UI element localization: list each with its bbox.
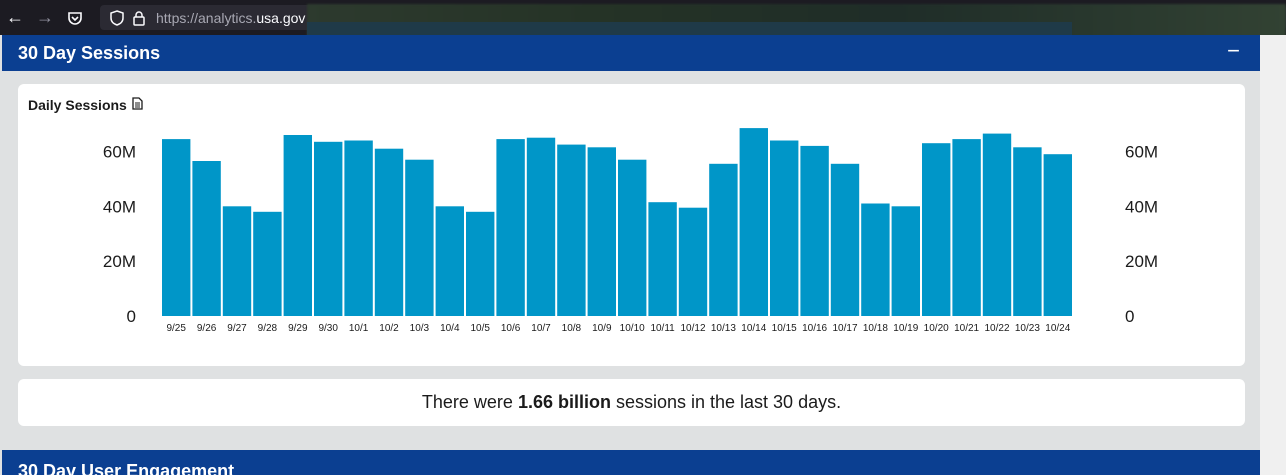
bar-9/30[interactable] — [314, 141, 343, 316]
page-gutter — [1260, 35, 1286, 475]
summary-after: sessions in the last 30 days. — [615, 392, 842, 412]
x-tick-label: 10/10 — [620, 323, 645, 334]
x-tick-label: 9/25 — [166, 323, 186, 334]
x-tick-label: 10/18 — [863, 323, 888, 334]
redacted-region-lower — [307, 22, 1072, 38]
section-title: 30 Day Sessions — [18, 42, 161, 63]
user-engagement-section-header[interactable]: 30 Day User Engagement — [2, 450, 1260, 475]
sessions-section: 30 Day Sessions − Daily Sessions 9/25 9/2… — [2, 35, 1260, 442]
bar-10/24[interactable] — [1043, 154, 1072, 316]
url-text[interactable]: https://analytics.usa.gov — [156, 10, 305, 26]
bar-10/17[interactable] — [830, 163, 860, 316]
summary-value: 1.66 billion — [517, 392, 611, 412]
section-header[interactable]: 30 Day Sessions − — [2, 35, 1260, 71]
bar-10/3[interactable] — [405, 159, 434, 316]
forward-icon[interactable]: → — [36, 7, 54, 27]
card-title: Daily Sessions — [28, 97, 143, 113]
x-tick-label: 10/11 — [650, 323, 675, 334]
bar-10/22[interactable] — [982, 133, 1012, 316]
x-tick-label: 10/1 — [349, 323, 369, 334]
x-tick-label: 10/14 — [741, 323, 766, 334]
document-icon[interactable] — [132, 97, 143, 113]
bar-10/10[interactable] — [618, 159, 647, 316]
x-tick-label: 10/22 — [984, 323, 1009, 334]
x-tick-label: 10/24 — [1045, 323, 1070, 334]
x-tick-label: 9/27 — [227, 323, 247, 334]
x-tick-label: 10/23 — [1015, 323, 1040, 334]
x-tick-label: 9/30 — [318, 323, 338, 334]
bar-9/27[interactable] — [222, 206, 252, 316]
x-tick-label: 10/9 — [592, 323, 612, 334]
y-tick-label-right: 40M — [1125, 197, 1158, 216]
y-tick-label-right: 20M — [1125, 252, 1158, 271]
bar-9/28[interactable] — [253, 211, 282, 316]
bar-10/4[interactable] — [435, 206, 464, 316]
bar-9/25[interactable] — [162, 139, 191, 316]
bar-10/13[interactable] — [709, 163, 738, 316]
x-tick-label: 10/20 — [924, 323, 949, 334]
bar-10/12[interactable] — [678, 207, 708, 316]
x-tick-label: 10/19 — [893, 323, 918, 334]
bar-10/21[interactable] — [952, 139, 981, 316]
y-tick-label-left: 0 — [127, 307, 136, 326]
y-tick-label-right: 60M — [1125, 142, 1158, 161]
x-tick-label: 10/8 — [562, 323, 582, 334]
lock-icon[interactable] — [130, 9, 148, 27]
y-tick-label-left: 60M — [103, 142, 136, 161]
bar-10/5[interactable] — [466, 211, 495, 316]
x-tick-label: 10/17 — [832, 323, 857, 334]
bar-10/2[interactable] — [374, 148, 404, 316]
sessions-summary: There were 1.66 billion sessions in the … — [18, 379, 1245, 426]
url-prefix: https://analytics. — [156, 9, 257, 26]
back-icon[interactable]: ← — [6, 7, 24, 27]
daily-sessions-chart: 9/25 9/26 9/27 9/28 9/29 9/30 10/1 10/2 10/3 10/4… — [103, 128, 1158, 334]
x-tick-label: 10/12 — [680, 323, 705, 334]
bar-10/14[interactable] — [739, 128, 768, 316]
collapse-icon[interactable]: − — [1227, 38, 1240, 63]
x-tick-label: 9/28 — [258, 323, 278, 334]
bar-10/9[interactable] — [587, 147, 616, 316]
bar-10/20[interactable] — [922, 143, 951, 316]
x-tick-label: 10/13 — [711, 323, 736, 334]
card-title-text: Daily Sessions — [28, 97, 127, 113]
x-tick-label: 9/29 — [288, 323, 308, 334]
x-tick-label: 10/5 — [470, 323, 490, 334]
bar-10/18[interactable] — [861, 203, 890, 317]
url-domain: usa.gov — [256, 9, 306, 26]
x-tick-label: 10/3 — [410, 323, 430, 334]
bar-10/6[interactable] — [496, 139, 525, 316]
bar-10/23[interactable] — [1013, 147, 1042, 316]
bar-10/11[interactable] — [648, 202, 677, 316]
bar-9/26[interactable] — [192, 161, 221, 316]
pocket-icon[interactable] — [60, 0, 90, 35]
shield-icon[interactable] — [108, 9, 126, 27]
bar-10/7[interactable] — [526, 137, 556, 316]
bar-10/15[interactable] — [770, 140, 799, 317]
daily-sessions-card: Daily Sessions 9/25 9/26 9/27 9/28 9/29 9/30 1… — [18, 84, 1245, 366]
x-tick-label: 10/4 — [440, 323, 460, 334]
x-tick-label: 10/6 — [501, 323, 521, 334]
x-tick-label: 10/21 — [954, 323, 979, 334]
next-section-title: 30 Day User Engagement — [18, 461, 235, 475]
x-tick-label: 10/2 — [379, 323, 399, 334]
x-tick-label: 10/15 — [772, 323, 797, 334]
y-tick-label-right: 0 — [1125, 307, 1134, 326]
bar-9/29[interactable] — [283, 135, 312, 316]
summary-before: There were — [421, 392, 513, 412]
bar-10/16[interactable] — [800, 145, 829, 316]
bar-10/19[interactable] — [891, 206, 920, 316]
x-tick-label: 10/7 — [531, 323, 551, 334]
x-tick-label: 10/16 — [802, 323, 827, 334]
y-tick-label-left: 40M — [103, 197, 136, 216]
bar-10/8[interactable] — [557, 144, 586, 316]
x-tick-label: 9/26 — [197, 323, 217, 334]
y-tick-label-left: 20M — [103, 252, 136, 271]
bar-10/1[interactable] — [344, 140, 373, 317]
